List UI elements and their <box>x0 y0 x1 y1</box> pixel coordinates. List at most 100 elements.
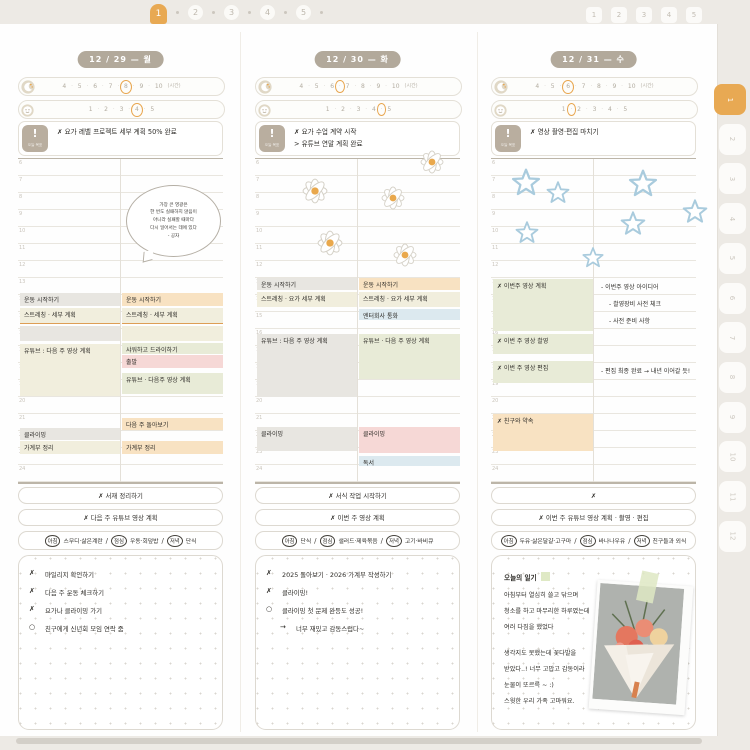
scale-value: · <box>308 83 310 89</box>
checkmark-icon: ✗ <box>266 587 272 595</box>
mini-page-tab-5[interactable]: 5 <box>686 7 702 23</box>
mini-page-tab-1[interactable]: 1 <box>586 7 602 23</box>
month-tab-5[interactable]: 5 <box>719 242 746 274</box>
meal-label-2: 점심 <box>579 534 596 547</box>
notes-box: ✗ 2025 돌아보기 · 2026 가계부 작성하기 ✗ 클라이밍! ○ 클라이밍 첫 … <box>255 555 460 730</box>
meal-text: 두유·삶은달걀·고구마 <box>519 539 572 545</box>
circled-value: 6 <box>562 79 574 94</box>
top-nav-pages: 1 2 3 4 5 <box>150 0 323 24</box>
notes-box: ✗ 마일리지 확인하기 ✗ 다음 주 운동 체크하기 ✗ 요가나 클라이밍 가기 ○ 친구에게… <box>18 555 223 730</box>
quote-speech-bubble: 가장 큰 영광은 한 번도 실패하지 않음이 아니라 실패할 때마다 다시 일어서는 … <box>126 185 221 263</box>
diary-line: 여러 다짐을 했었다 <box>504 624 554 631</box>
schedule-entry: 유튜브 · 다음주 영상 계획 <box>122 373 223 394</box>
scale-value: · <box>112 106 115 112</box>
page-tab-4[interactable]: 4 <box>260 4 275 20</box>
note-item: ✗ 클라이밍! <box>266 587 453 598</box>
scale-value: · <box>143 106 146 112</box>
hour-label: 20 <box>19 398 26 404</box>
meal-label-2: 점심 <box>319 534 336 547</box>
note-text: 다음 주 운동 체크하기 <box>45 589 105 597</box>
month-tab-10[interactable]: 10 <box>719 441 746 473</box>
schedule-grid: 6789101112131415161718192021222324운동 시작하… <box>255 158 460 484</box>
month-tab-3[interactable]: 3 <box>719 163 746 195</box>
goal-text: ✗ 요가 레벨 프로젝트 세부 계획 50% 완료 <box>57 127 218 139</box>
page-tab-3[interactable]: 3 <box>224 4 239 20</box>
note-text: 클라이밍! <box>282 589 309 597</box>
smiley-icon <box>258 102 271 121</box>
scale-value: · <box>148 83 150 89</box>
scale-value: (시간) <box>167 83 181 89</box>
month-tab-1[interactable]: 1 <box>714 84 746 115</box>
page-tab-1[interactable]: 1 <box>150 4 167 24</box>
month-tab-12[interactable]: 12 <box>719 520 746 552</box>
page-tab-2[interactable]: 2 <box>188 4 203 20</box>
meal-label-1: 아침 <box>500 534 517 547</box>
scale-value: 4 <box>608 105 612 113</box>
mini-page-tab-2[interactable]: 2 <box>611 7 627 23</box>
sleep-tracker: 4 · 5 · 6 · 7 · 8 · 9 · 10 (시간) <box>18 77 225 96</box>
hour-label: 10 <box>256 228 263 234</box>
hour-label: 8 <box>19 194 23 200</box>
page-divider-2 <box>477 32 478 732</box>
hour-label: 23 <box>492 449 499 455</box>
nav-dot <box>248 10 251 14</box>
diary-line: 받았다..! 너무 고맙고 감동이라 <box>504 666 585 673</box>
scale-value: 4 <box>299 82 304 90</box>
scale-value: (시간) <box>404 83 418 89</box>
scale-value: 6 <box>330 82 335 90</box>
scale-value: 2 <box>104 105 108 113</box>
plan-actual-divider <box>357 159 358 482</box>
moon-icon <box>258 79 272 98</box>
month-tab-4[interactable]: 4 <box>719 203 746 235</box>
page-tab-5[interactable]: 5 <box>296 4 311 20</box>
goal-line: ✗ 요가 수업 계약 시작 <box>294 128 357 136</box>
month-tab-6[interactable]: 6 <box>719 282 746 314</box>
month-tab-2[interactable]: 2 <box>719 123 746 155</box>
diary-title: 오늘의 일기 <box>504 572 550 582</box>
date-header: 12 / 29 — 월 <box>77 51 164 68</box>
hour-label: 12 <box>256 262 263 268</box>
month-tab-7[interactable]: 7 <box>719 322 746 354</box>
scale-value: 9 <box>612 82 617 90</box>
schedule-entry: 스트레칭 · 세부 계획 <box>122 308 223 324</box>
goal-line: ✗ 영상 촬영·편집 마치기 <box>530 128 599 136</box>
month-tab-11[interactable]: 11 <box>719 481 746 512</box>
checkmark-icon: ✗ <box>29 569 35 577</box>
scale-value: 7 <box>345 82 350 90</box>
scale-value: 9 <box>139 82 144 90</box>
meal-label-3: 저녁 <box>633 534 650 547</box>
checkmark-icon: → <box>280 623 286 631</box>
daily-goal-box: ! 오늘 목표 ✗ 요가 수업 계약 시작 > 유튜브 연말 계획 완료 <box>255 121 460 156</box>
meal-separator: / <box>161 536 164 545</box>
scale-value: 8 <box>597 82 601 90</box>
meal-label-2: 점심 <box>111 534 127 547</box>
scale-value: · <box>544 83 546 89</box>
quote-line: 다시 일어서는 데에 있다 <box>150 225 197 231</box>
meal-label-3: 저녁 <box>385 534 402 547</box>
date-header: 12 / 31 — 수 <box>550 51 637 68</box>
diary-line: 눈물이 또르륵 ~ :) <box>504 682 554 689</box>
daisy-sticker <box>393 243 417 271</box>
hour-label: 20 <box>256 398 263 404</box>
schedule-entry: 클라이밍 <box>359 427 460 453</box>
checkmark-icon: ✗ <box>266 569 272 577</box>
note-text: 친구에게 신년회 모임 연락 줌 <box>45 625 124 633</box>
smiley-icon <box>21 102 34 121</box>
schedule-entry: 샤워하고 드라이하기 <box>122 343 223 354</box>
mini-page-tab-3[interactable]: 3 <box>636 7 652 23</box>
daisy-sticker <box>420 150 444 178</box>
month-tab-9[interactable]: 9 <box>719 401 746 433</box>
mood-tracker: 1 · 2 · 3 · 4 · 5 <box>255 100 462 119</box>
schedule-entry: 엔터회사 통화 <box>359 309 460 320</box>
schedule-entry: ✗ 이번주 영상 계획 <box>493 279 593 331</box>
note-item: ○ 클라이밍 첫 문제 완등도 성공! <box>266 606 453 616</box>
note-text: 클라이밍 첫 문제 완등도 성공! <box>282 607 364 615</box>
month-tab-8[interactable]: 8 <box>719 361 746 393</box>
scale-value: · <box>575 83 577 89</box>
exclamation-icon: ! <box>269 127 275 140</box>
circled-value: · <box>377 103 386 116</box>
mini-page-tab-4[interactable]: 4 <box>661 7 677 23</box>
scale-value: (시간) <box>640 83 654 89</box>
goal-text: ✗ 요가 수업 계약 시작 > 유튜브 연말 계획 완료 <box>294 127 455 151</box>
schedule-entry: 운동 시작하기 <box>257 278 357 290</box>
